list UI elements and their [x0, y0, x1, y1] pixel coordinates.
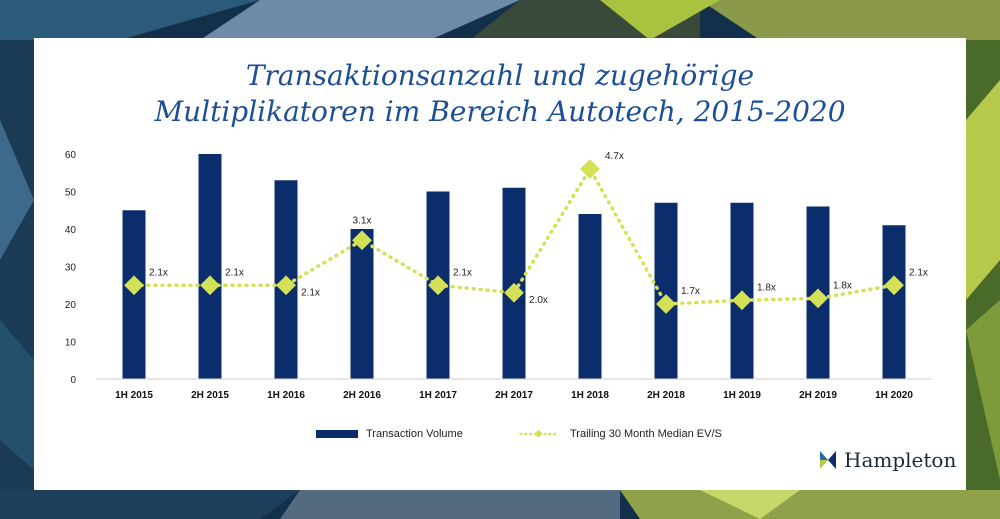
combo-chart: 0 10 20 30 40 50 60 1H 2015 2H 2015 1H 2016 2H 20…: [65, 150, 932, 401]
chart-title: Transaktionsanzahl und zugehörige Multip…: [34, 58, 966, 130]
y-tick-label: 60: [65, 150, 77, 161]
data-label: 3.1x: [353, 215, 372, 226]
brand-name: Hampleton: [844, 448, 957, 472]
legend: Transaction Volume Trailing 30 Month Med…: [34, 428, 966, 448]
x-axis: 1H 2015 2H 2015 1H 2016 2H 2016 1H 2017 2H 20…: [115, 390, 913, 401]
line-marker: [732, 290, 752, 311]
x-tick-label: 1H 2018: [571, 390, 609, 401]
y-tick-label: 0: [70, 375, 76, 386]
data-label: 2.1x: [225, 267, 244, 278]
data-label: 2.1x: [301, 287, 320, 298]
bar: [578, 214, 602, 379]
bar: [350, 229, 374, 379]
line-marker: [504, 282, 524, 303]
line-marker: [580, 159, 600, 179]
y-axis: 0 10 20 30 40 50 60: [65, 150, 77, 386]
line-series: 2.1x 2.1x 2.1x 3.1x 2.1x 2.0x 4.7x 1.7x 1.8x 1.8x…: [124, 151, 928, 314]
data-label: 1.8x: [757, 282, 776, 293]
y-tick-label: 30: [65, 263, 77, 274]
line-marker: [656, 294, 676, 314]
legend-swatch-bar: [316, 430, 358, 438]
x-tick-label: 1H 2015: [115, 390, 153, 401]
data-label: 2.1x: [909, 267, 928, 278]
x-tick-label: 1H 2019: [723, 390, 761, 401]
x-tick-label: 2H 2015: [191, 390, 229, 401]
chart-title-line-1: Transaktionsanzahl und zugehörige: [245, 59, 755, 92]
line-marker: [808, 288, 828, 309]
legend-label-line: Trailing 30 Month Median EV/S: [570, 428, 722, 440]
line-marker: [352, 230, 372, 251]
legend-item-line: Trailing 30 Month Median EV/S: [516, 428, 722, 440]
x-tick-label: 1H 2017: [419, 390, 457, 401]
data-label: 1.7x: [681, 286, 700, 297]
x-tick-label: 2H 2016: [343, 390, 381, 401]
data-label: 2.1x: [149, 267, 168, 278]
y-tick-label: 50: [65, 188, 77, 199]
legend-label-bars: Transaction Volume: [366, 428, 463, 440]
y-tick-label: 20: [65, 300, 77, 311]
line-marker: [884, 275, 904, 296]
data-label: 2.1x: [453, 267, 472, 278]
hampleton-logo-icon: [820, 451, 836, 469]
line-marker: [428, 275, 448, 296]
x-tick-label: 1H 2020: [875, 390, 913, 401]
legend-swatch-line: [519, 430, 559, 438]
y-tick-label: 40: [65, 225, 77, 236]
chart-card: Transaktionsanzahl und zugehörige Multip…: [34, 38, 966, 490]
brand-logo: Hampleton: [820, 448, 956, 472]
data-label: 2.0x: [529, 295, 548, 306]
chart-title-line-2: Multiplikatoren im Bereich Autotech, 201…: [154, 95, 846, 128]
line-marker: [276, 275, 296, 296]
x-tick-label: 2H 2019: [799, 390, 837, 401]
y-tick-label: 10: [65, 338, 77, 349]
data-label: 4.7x: [605, 151, 624, 162]
x-tick-label: 1H 2016: [267, 390, 305, 401]
line-marker: [200, 275, 220, 296]
bar: [882, 225, 906, 379]
x-tick-label: 2H 2018: [647, 390, 685, 401]
line-marker: [124, 275, 144, 296]
data-label: 1.8x: [833, 280, 852, 291]
bar: [654, 202, 678, 379]
bar: [198, 154, 222, 379]
x-tick-label: 2H 2017: [495, 390, 533, 401]
legend-item-bars: Transaction Volume: [316, 428, 463, 440]
